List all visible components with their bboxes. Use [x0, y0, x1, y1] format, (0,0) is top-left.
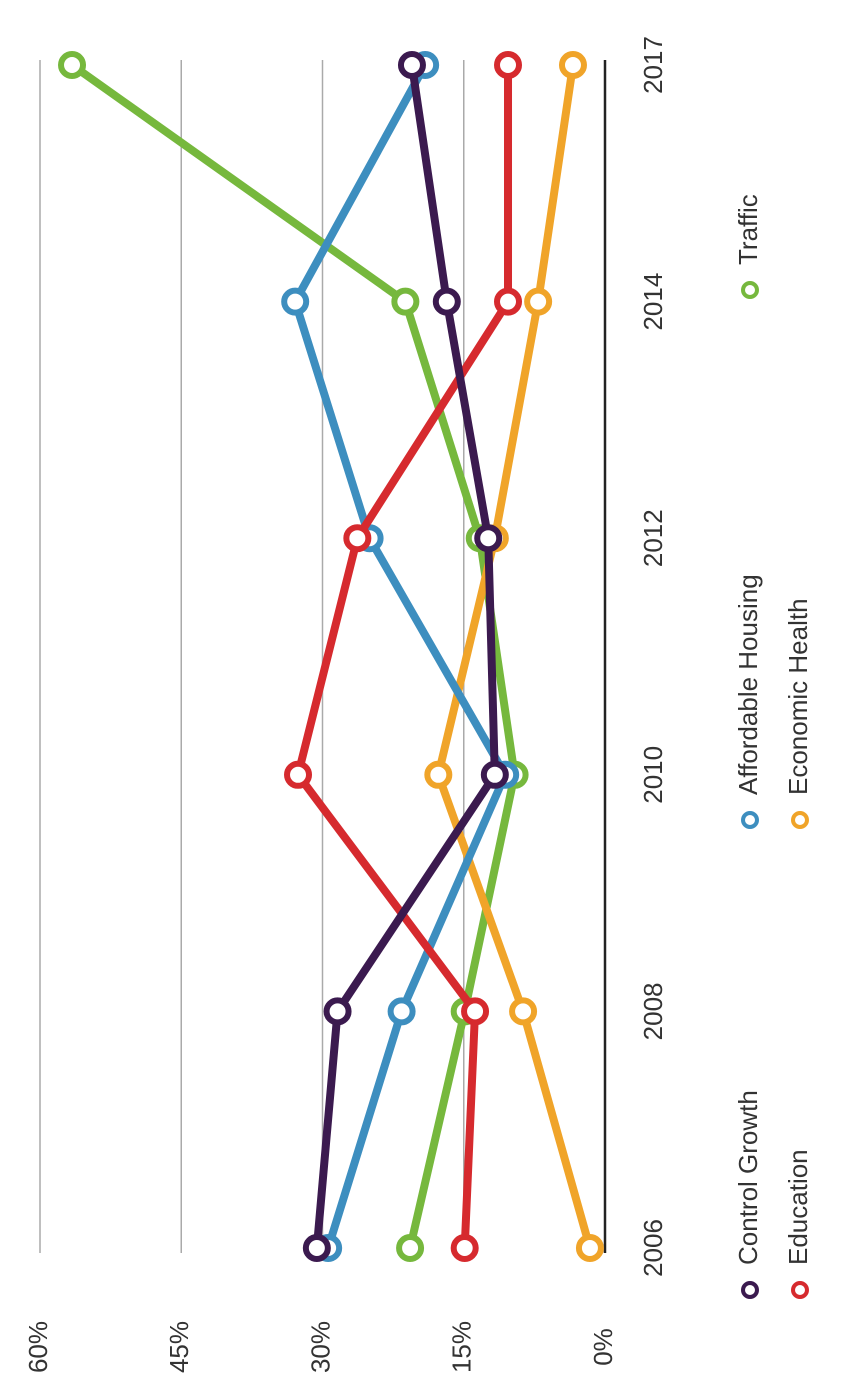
- series-line: [291, 63, 510, 1250]
- legend-marker: [741, 811, 759, 829]
- point-marker: [474, 524, 503, 553]
- point-marker: [450, 1234, 479, 1262]
- point-marker: [323, 997, 352, 1026]
- point-marker: [302, 1234, 331, 1262]
- legend-label: Education: [783, 1149, 813, 1265]
- point-marker: [494, 287, 523, 316]
- point-marker: [284, 760, 313, 789]
- series-line: [69, 61, 519, 1249]
- legend-label: Control Growth: [733, 1090, 763, 1265]
- point-marker: [432, 287, 461, 316]
- point-marker: [558, 51, 587, 79]
- legend-marker: [741, 1281, 759, 1299]
- x-tick-label: 2014: [638, 273, 668, 331]
- point-marker: [391, 287, 420, 316]
- series-line: [294, 65, 513, 1249]
- x-tick-label: 2006: [638, 1219, 668, 1277]
- legend-marker: [741, 281, 759, 299]
- series-line: [434, 64, 594, 1250]
- point-marker: [343, 524, 372, 553]
- point-marker: [58, 51, 87, 79]
- series-line: [312, 64, 499, 1249]
- legend-label: Affordable Housing: [733, 574, 763, 795]
- legend-marker: [791, 1281, 809, 1299]
- x-tick-label: 2010: [638, 746, 668, 804]
- y-tick-label: 0%: [588, 1328, 618, 1366]
- point-marker: [397, 51, 426, 79]
- y-tick-label: 60%: [23, 1321, 53, 1373]
- legend-label: Economic Health: [783, 598, 813, 795]
- x-tick-label: 2017: [638, 36, 668, 94]
- legend-marker: [791, 811, 809, 829]
- point-marker: [461, 997, 490, 1026]
- y-tick-label: 45%: [164, 1321, 194, 1373]
- point-marker: [509, 997, 538, 1026]
- point-marker: [480, 760, 509, 789]
- x-tick-label: 2008: [638, 982, 668, 1040]
- point-marker: [387, 997, 416, 1026]
- point-marker: [424, 760, 453, 789]
- point-marker: [396, 1234, 425, 1262]
- point-marker: [494, 51, 523, 79]
- point-marker: [281, 287, 310, 316]
- legend-label: Traffic: [733, 194, 763, 265]
- x-tick-label: 2012: [638, 509, 668, 567]
- y-tick-label: 30%: [305, 1321, 335, 1373]
- point-marker: [575, 1234, 604, 1262]
- y-tick-label: 15%: [447, 1321, 477, 1373]
- point-marker: [524, 287, 553, 316]
